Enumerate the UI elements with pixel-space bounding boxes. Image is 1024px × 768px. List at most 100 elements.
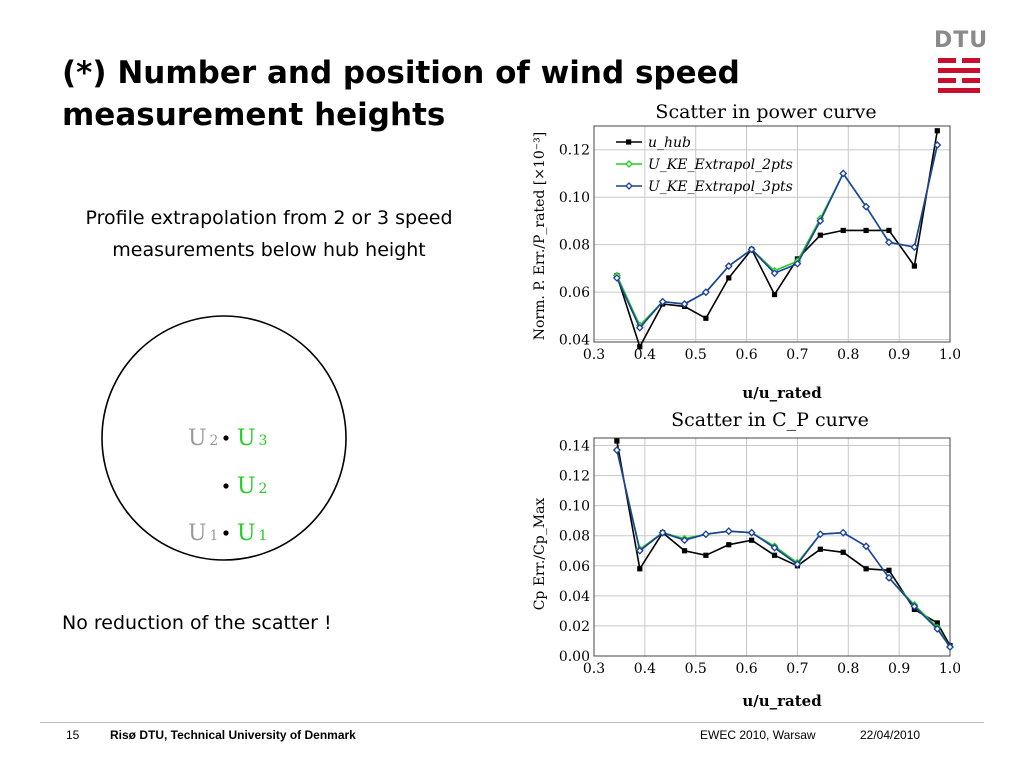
dtu-waves-icon: [938, 58, 980, 93]
data-point: [681, 548, 688, 554]
data-point: [637, 566, 643, 572]
no-reduction-note: No reduction of the scatter !: [62, 612, 332, 634]
x-tick-label: 0.5: [685, 661, 707, 677]
y-tick-label: 0.04: [559, 589, 590, 605]
chart-title: Scatter in power curve: [655, 101, 876, 123]
data-point: [703, 315, 709, 321]
x-tick-label: 0.8: [837, 347, 859, 363]
x-tick-label: 0.4: [634, 661, 656, 677]
data-point: [885, 238, 893, 247]
x-tick-label: 0.7: [786, 661, 808, 677]
data-point: [771, 552, 778, 558]
data-point: [862, 202, 871, 211]
data-point: [658, 528, 667, 537]
data-point: [701, 288, 710, 297]
data-point: [839, 169, 848, 178]
data-point: [911, 263, 917, 269]
subtitle-line-2: measurements below hub height: [112, 239, 426, 261]
data-point: [886, 567, 892, 573]
x-tick-label: 0.6: [735, 347, 757, 363]
x-tick-label: 0.9: [888, 661, 910, 677]
data-point: [840, 549, 846, 555]
x-tick-label: 1.0: [939, 661, 960, 677]
cp-curve-chart: Scatter in C_P curve 0.3 0.4 0.5 0.6 0.7 0.8 0…: [532, 409, 960, 710]
data-point: [770, 269, 779, 278]
legend-marker: [625, 182, 633, 190]
data-series: [612, 438, 954, 651]
series-u-hub: [614, 438, 953, 649]
y-tick-label: 0.10: [559, 499, 590, 515]
data-point: [680, 536, 689, 545]
data-point: [886, 227, 892, 234]
title-line-1: (*) Number and position of wind speed: [62, 55, 740, 91]
x-tick-label: 0.7: [786, 347, 808, 363]
data-point: [637, 344, 643, 350]
legend-label: U_KE_Extrapol_3pts: [648, 179, 793, 195]
x-tick-label: 0.6: [735, 661, 757, 677]
y-tick-label: 0.06: [559, 285, 590, 301]
y-axis-label: Cp Err./Cp_Max: [532, 498, 548, 611]
measurement-point-top: [223, 435, 229, 441]
data-point: [839, 528, 848, 537]
x-tick-label: 0.9: [888, 347, 910, 363]
data-point: [749, 537, 755, 543]
data-point: [747, 528, 756, 537]
subtitle-line-1: Profile extrapolation from 2 or 3 speed: [85, 207, 453, 229]
data-point: [840, 227, 846, 234]
legend-marker: [626, 139, 632, 145]
data-point: [635, 323, 644, 332]
y-axis-label: Norm. P. Err./P_rated [×10⁻³]: [532, 132, 548, 341]
series-line: [616, 449, 951, 648]
data-point: [793, 560, 802, 569]
profile-extrapolation-text: Profile extrapolation from 2 or 3 speed …: [44, 202, 494, 266]
series-line: [616, 440, 951, 646]
y-tick-label: 0.04: [559, 333, 590, 349]
y-tick-labels: 0.04 0.06 0.08 0.10 0.12: [559, 143, 590, 349]
x-tick-labels: 0.3 0.4 0.5 0.6 0.7 0.8 0.9 1.0: [583, 347, 960, 363]
data-point: [910, 243, 919, 251]
legend-item: U_KE_Extrapol_2pts: [616, 157, 793, 173]
data-point: [614, 438, 620, 444]
rotor-circle: [101, 315, 347, 561]
y-tick-label: 0.12: [559, 143, 590, 159]
chart-title: Scatter in C_P curve: [671, 409, 869, 431]
footer-divider: [40, 722, 984, 723]
series-line: [616, 449, 951, 648]
y-tick-label: 0.10: [559, 190, 590, 206]
measurement-point-middle: [223, 483, 229, 489]
data-point: [933, 141, 942, 149]
data-point: [934, 620, 940, 626]
data-point: [933, 625, 942, 633]
data-point: [680, 300, 689, 308]
data-point: [724, 262, 733, 270]
data-point: [703, 552, 709, 558]
data-point: [816, 530, 825, 539]
dtu-logo: DTU: [934, 28, 987, 98]
y-tick-label: 0.12: [559, 469, 590, 485]
chart-grid: [593, 126, 951, 342]
plot-frame: [593, 125, 951, 343]
x-tick-labels: 0.3 0.4 0.5 0.6 0.7 0.8 0.9 1.0: [583, 661, 960, 677]
data-point: [771, 291, 778, 298]
x-tick-label: 0.8: [837, 661, 859, 677]
footer-event: EWEC 2010, Warsaw: [700, 728, 816, 742]
data-point: [817, 546, 823, 552]
data-point: [612, 273, 621, 282]
legend-label: u_hub: [648, 135, 691, 151]
x-tick-label: 0.5: [685, 347, 707, 363]
data-point: [793, 259, 802, 268]
data-point: [658, 297, 667, 306]
y-tick-label: 0.02: [559, 619, 590, 635]
x-tick-label: 0.3: [583, 347, 605, 363]
data-point: [934, 128, 940, 134]
legend-item: u_hub: [616, 135, 691, 151]
data-point: [701, 530, 710, 539]
y-tick-label: 0.00: [559, 649, 590, 665]
data-point: [726, 275, 732, 281]
